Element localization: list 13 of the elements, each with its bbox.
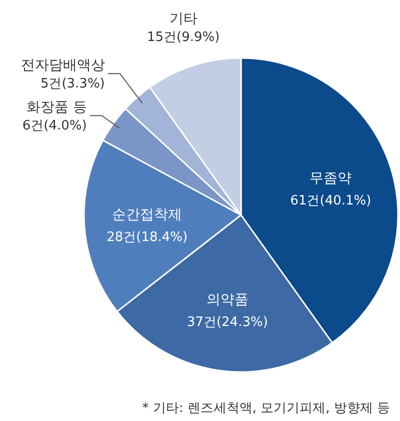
- slice-label: 전자담배액상: [20, 58, 105, 74]
- slice-label: 무좀약: [310, 170, 352, 186]
- slice-label: 기타: [169, 11, 198, 28]
- data-label: 28건(18.4%): [106, 230, 188, 245]
- data-label: 15건(9.9%): [146, 30, 220, 46]
- data-label: 61건(40.1%): [290, 193, 372, 208]
- slice-label: 의약품: [206, 292, 248, 308]
- data-label: 6건(4.0%): [22, 118, 87, 134]
- slice-label: 순간접착제: [112, 206, 182, 223]
- text: * 기타: 렌즈세척액, 모기기피제, 방향제 등: [142, 401, 390, 416]
- data-label: 37건(24.3%): [186, 315, 268, 330]
- data-label: 5건(3.3%): [40, 76, 105, 92]
- slice-label: 화장품 등: [26, 100, 87, 116]
